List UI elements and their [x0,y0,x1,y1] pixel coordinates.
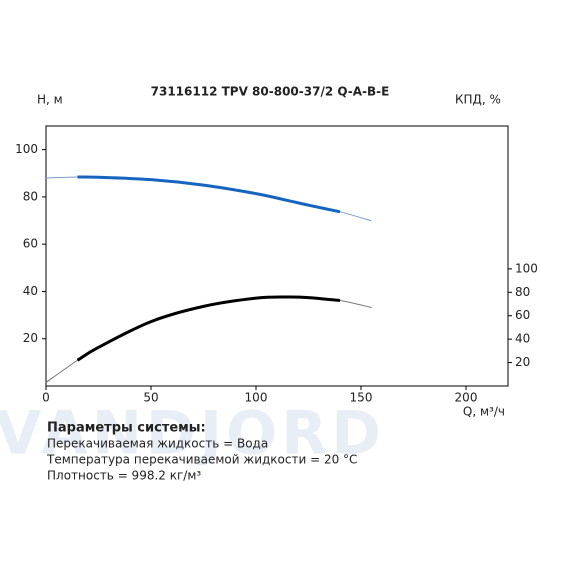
notes-line: Плотность = 998.2 кг/м³ [47,469,201,483]
chart-title: 73116112 TPV 80-800-37/2 Q-A-B-E [151,85,390,99]
notes-line: Перекачиваемая жидкость = Вода [47,437,268,451]
y-tick-label: 80 [23,189,38,203]
curve [45,176,372,222]
curve [77,175,341,214]
x-tick-label: 200 [455,391,478,405]
x-axis-label: Q, м³/ч [463,405,505,419]
curve [45,296,372,383]
x-tick-label: 150 [350,391,373,405]
y-tick-label: 60 [23,237,38,251]
y-axis-label: H, м [37,93,63,107]
y-tick-label: 20 [23,331,38,345]
y-tick-label: 100 [15,142,38,156]
y-tick-label: 40 [23,284,38,298]
notes-line: Температура перекачиваемой жидкости = 20… [46,453,357,467]
x-tick-label: 100 [245,391,268,405]
y2-tick-label: 80 [515,285,530,299]
x-tick-label: 50 [143,391,158,405]
y2-tick-label: 100 [515,261,538,275]
y2-tick-label: 20 [515,355,530,369]
notes-heading: Параметры системы: [47,421,206,436]
plot-frame [45,125,509,387]
y2-tick-label: 60 [515,308,530,322]
x-tick-label: 0 [42,391,50,405]
watermark: VANDJORD [0,399,385,469]
y2-axis-label: КПД, % [455,93,501,107]
curve [76,295,341,362]
y2-tick-label: 40 [515,332,530,346]
